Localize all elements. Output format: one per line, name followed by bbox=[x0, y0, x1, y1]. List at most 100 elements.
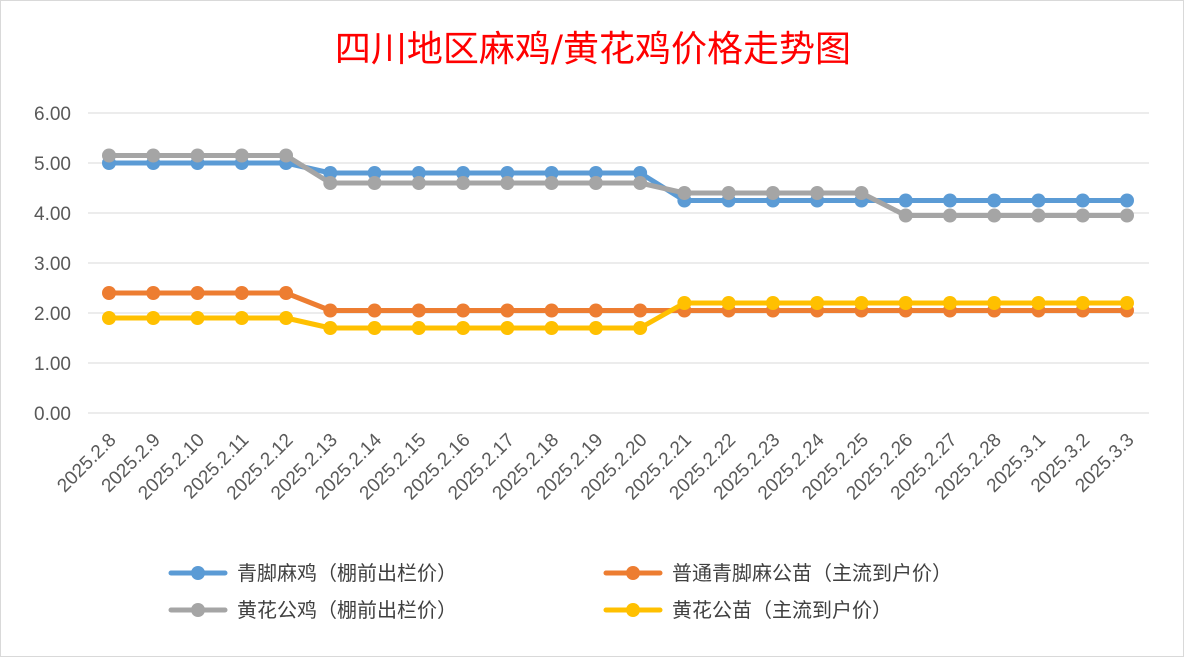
data-point bbox=[411, 321, 426, 335]
legend: 青脚麻鸡（棚前出栏价） 普通青脚麻公苗（主流到户价） 黄花公鸡（棚前出栏价） 黄花公苗… bbox=[168, 561, 952, 622]
data-point bbox=[588, 303, 603, 318]
data-point bbox=[987, 296, 1002, 310]
data-point bbox=[987, 208, 1002, 223]
y-axis-ticks: 0.00 1.00 2.00 3.00 4.00 5.00 6.00 bbox=[34, 104, 71, 425]
data-point bbox=[323, 321, 338, 335]
data-point bbox=[102, 311, 116, 325]
data-point bbox=[633, 176, 648, 190]
data-point bbox=[1031, 208, 1046, 223]
data-point bbox=[146, 148, 161, 163]
data-point bbox=[677, 296, 692, 310]
y-tick-label: 1.00 bbox=[34, 354, 71, 375]
data-point bbox=[588, 321, 603, 335]
legend-label: 普通青脚麻公苗（主流到户价） bbox=[672, 561, 952, 585]
data-point bbox=[456, 166, 471, 180]
data-point bbox=[942, 296, 957, 310]
data-point bbox=[102, 148, 116, 163]
data-point bbox=[942, 193, 957, 208]
y-tick-label: 4.00 bbox=[34, 204, 71, 225]
data-point bbox=[765, 186, 780, 200]
data-point bbox=[1120, 208, 1134, 223]
data-point bbox=[367, 166, 382, 180]
data-point bbox=[854, 296, 869, 310]
data-point bbox=[1120, 296, 1134, 310]
data-point bbox=[1075, 193, 1090, 208]
data-point bbox=[323, 166, 338, 180]
data-point bbox=[279, 148, 294, 163]
data-point bbox=[411, 166, 426, 180]
data-point bbox=[810, 296, 825, 310]
data-point bbox=[677, 186, 692, 200]
legend-item: 黄花公苗（主流到户价） bbox=[603, 598, 892, 622]
data-point bbox=[279, 286, 294, 300]
series-line bbox=[106, 153, 1130, 218]
legend-label: 青脚麻鸡（棚前出栏价） bbox=[237, 561, 457, 585]
series-line bbox=[106, 300, 1130, 331]
data-point bbox=[898, 296, 913, 310]
legend-marker bbox=[191, 566, 205, 580]
series-line bbox=[106, 290, 1130, 313]
data-point bbox=[1075, 296, 1090, 310]
data-point bbox=[544, 303, 559, 318]
data-point bbox=[323, 303, 338, 318]
data-point bbox=[234, 286, 249, 300]
data-point bbox=[898, 208, 913, 223]
legend-item: 黄花公鸡（棚前出栏价） bbox=[168, 598, 457, 622]
data-point bbox=[1031, 296, 1046, 310]
data-point bbox=[411, 303, 426, 318]
data-point bbox=[102, 286, 116, 300]
data-point bbox=[234, 311, 249, 325]
data-point bbox=[544, 176, 559, 190]
y-tick-label: 0.00 bbox=[34, 404, 71, 425]
legend-marker bbox=[626, 603, 640, 617]
data-point bbox=[1031, 193, 1046, 208]
series-3 bbox=[102, 148, 1134, 223]
y-tick-label: 2.00 bbox=[34, 304, 71, 325]
y-tick-label: 6.00 bbox=[34, 104, 71, 125]
legend-label: 黄花公鸡（棚前出栏价） bbox=[237, 598, 457, 622]
x-axis-ticks: 2025.2.82025.2.92025.2.102025.2.112025.2… bbox=[53, 429, 1138, 504]
data-point bbox=[810, 186, 825, 200]
data-point bbox=[279, 311, 294, 325]
y-tick-label: 5.00 bbox=[34, 154, 71, 175]
data-point bbox=[367, 303, 382, 318]
data-point bbox=[633, 166, 648, 180]
data-point bbox=[1075, 208, 1090, 223]
data-point bbox=[234, 148, 249, 163]
legend-item: 青脚麻鸡（棚前出栏价） bbox=[168, 561, 457, 585]
data-point bbox=[190, 148, 205, 163]
series-group bbox=[102, 148, 1134, 335]
data-point bbox=[323, 176, 338, 190]
data-point bbox=[190, 286, 205, 300]
data-point bbox=[146, 286, 161, 300]
data-point bbox=[146, 311, 161, 325]
data-point bbox=[367, 176, 382, 190]
data-point bbox=[765, 296, 780, 310]
data-point bbox=[588, 176, 603, 190]
chart-title: 四川地区麻鸡/黄花鸡价格走势图 bbox=[335, 29, 851, 70]
data-point bbox=[942, 208, 957, 223]
data-point bbox=[500, 176, 515, 190]
series-line bbox=[106, 160, 1130, 203]
data-point bbox=[190, 311, 205, 325]
legend-marker bbox=[626, 566, 640, 580]
data-point bbox=[588, 166, 603, 180]
data-point bbox=[456, 303, 471, 318]
legend-marker bbox=[191, 603, 205, 617]
data-point bbox=[987, 193, 1002, 208]
data-point bbox=[500, 303, 515, 318]
data-point bbox=[721, 186, 736, 200]
data-point bbox=[544, 166, 559, 180]
data-point bbox=[500, 321, 515, 335]
data-point bbox=[411, 176, 426, 190]
data-point bbox=[500, 166, 515, 180]
data-point bbox=[721, 296, 736, 310]
legend-item: 普通青脚麻公苗（主流到户价） bbox=[603, 561, 952, 585]
data-point bbox=[367, 321, 382, 335]
data-point bbox=[854, 186, 869, 200]
data-point bbox=[456, 321, 471, 335]
legend-label: 黄花公苗（主流到户价） bbox=[672, 598, 892, 622]
data-point bbox=[544, 321, 559, 335]
